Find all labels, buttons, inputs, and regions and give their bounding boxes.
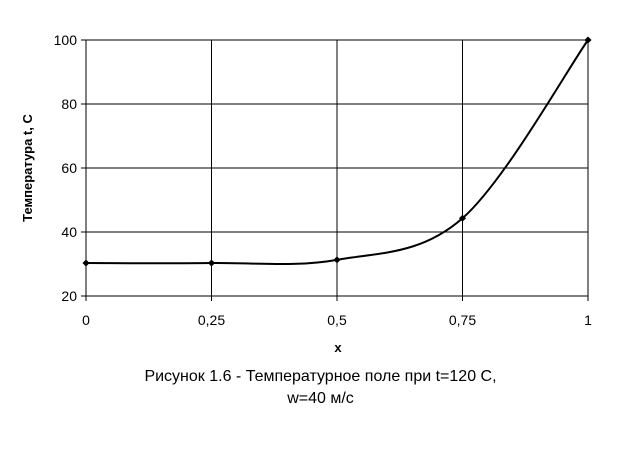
data-point bbox=[584, 36, 592, 44]
y-tick-label: 80 bbox=[61, 96, 77, 112]
figure-caption-line-1: Рисунок 1.6 - Температурное поле при t=1… bbox=[144, 368, 497, 385]
y-tick-label: 100 bbox=[54, 32, 78, 48]
x-tick-label: 1 bbox=[584, 312, 592, 328]
x-tick-label: 0,75 bbox=[449, 312, 476, 328]
x-tick-label: 0,25 bbox=[198, 312, 225, 328]
x-tick-label: 0,5 bbox=[327, 312, 347, 328]
data-point bbox=[207, 259, 216, 267]
x-axis-title: x bbox=[334, 340, 342, 355]
plot-area bbox=[85, 39, 589, 297]
y-tick-label: 20 bbox=[61, 288, 77, 304]
figure-caption-line-2: w=40 м/с bbox=[287, 390, 354, 407]
data-point bbox=[458, 214, 467, 222]
tick-labels: 0 0,25 0,5 0,75 1 20 40 60 80 100 bbox=[54, 32, 592, 328]
gridlines bbox=[81, 39, 589, 301]
series-line bbox=[85, 39, 589, 266]
y-tick-label: 40 bbox=[61, 224, 77, 240]
series-group bbox=[82, 36, 592, 267]
data-point bbox=[333, 256, 341, 264]
y-tick-label: 60 bbox=[61, 160, 77, 176]
y-axis-title: Температура t, С bbox=[20, 114, 35, 222]
data-point bbox=[82, 259, 90, 267]
x-tick-label: 0 bbox=[82, 312, 90, 328]
